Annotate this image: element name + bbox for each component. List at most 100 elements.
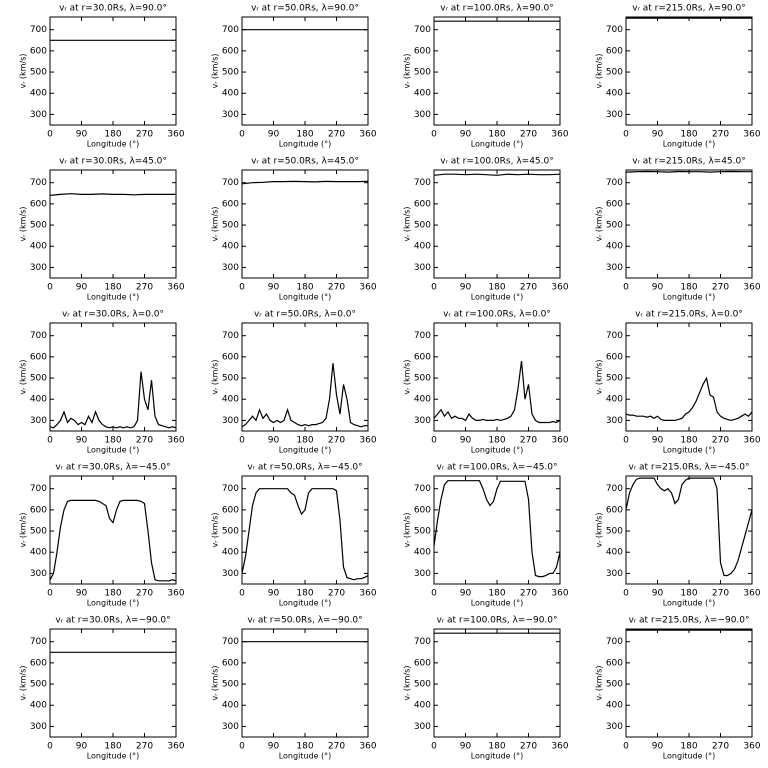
plot-frame	[241, 322, 369, 432]
y-tick-label: 700	[222, 178, 239, 188]
y-tick-label: 500	[606, 680, 623, 690]
plot-frame	[433, 16, 561, 126]
y-tick-label: 600	[30, 46, 47, 56]
x-tick-label: 90	[652, 589, 664, 599]
x-axis-label: Longitude (°)	[87, 446, 140, 455]
y-tick-label: 700	[414, 178, 431, 188]
y-axis-label: vᵣ (km/s)	[403, 666, 412, 701]
y-tick-label: 300	[414, 110, 431, 120]
y-tick-label: 700	[30, 178, 47, 188]
y-tick-label: 600	[30, 658, 47, 668]
x-axis-label: Longitude (°)	[279, 140, 332, 149]
y-tick-label: 600	[222, 505, 239, 515]
panel-title: vᵣ at r=30.0Rs, λ=90.0°	[59, 4, 167, 14]
x-tick-label: 0	[431, 283, 437, 293]
y-tick-label: 500	[606, 527, 623, 537]
x-tick-label: 180	[680, 589, 697, 599]
panel: vᵣ at r=100.0Rs, λ=0.0° 0 90 180 270 360 300 40…	[403, 310, 569, 455]
x-tick-label: 90	[268, 589, 280, 599]
y-tick-label: 300	[222, 722, 239, 732]
panel: vᵣ at r=50.0Rs, λ=−45.0° 0 90 180 270 360 300 4…	[211, 463, 377, 608]
y-axis-label: vᵣ (km/s)	[403, 513, 412, 548]
x-tick-label: 0	[431, 436, 437, 446]
panel: vᵣ at r=100.0Rs, λ=90.0° 0 90 180 270 360 300 4…	[403, 4, 569, 149]
y-tick-label: 500	[606, 68, 623, 78]
y-tick-label: 300	[414, 722, 431, 732]
y-tick-label: 300	[222, 263, 239, 273]
x-axis-label: Longitude (°)	[87, 293, 140, 302]
plot-frame	[625, 628, 753, 738]
panel: vᵣ at r=215.0Rs, λ=−90.0° 0 90 180 270 360 300…	[595, 616, 761, 761]
y-tick-label: 300	[606, 722, 623, 732]
y-tick-label: 600	[222, 199, 239, 209]
y-tick-label: 400	[222, 701, 239, 711]
panel: vᵣ at r=30.0Rs, λ=90.0° 0 90 180 270 360 300 40…	[19, 4, 185, 149]
data-line	[625, 376, 753, 422]
y-tick-label: 700	[222, 25, 239, 35]
x-tick-label: 180	[680, 436, 697, 446]
x-tick-label: 90	[76, 283, 88, 293]
panel-title: vᵣ at r=100.0Rs, λ=0.0°	[443, 310, 551, 320]
x-tick-label: 360	[359, 283, 376, 293]
x-tick-label: 360	[359, 742, 376, 752]
y-tick-label: 700	[414, 331, 431, 341]
y-axis-label: vᵣ (km/s)	[403, 360, 412, 395]
y-tick-label: 700	[414, 25, 431, 35]
x-tick-label: 360	[551, 589, 568, 599]
data-line	[241, 488, 369, 581]
x-tick-label: 360	[167, 742, 184, 752]
x-tick-label: 0	[47, 436, 53, 446]
y-tick-label: 300	[30, 263, 47, 273]
data-line	[625, 170, 752, 173]
panel: vᵣ at r=215.0Rs, λ=90.0° 0 90 180 270 360 300 4…	[595, 4, 761, 149]
y-tick-label: 300	[30, 110, 47, 120]
x-tick-label: 360	[551, 283, 568, 293]
plot-frame	[49, 169, 177, 279]
panel-title: vᵣ at r=30.0Rs, λ=0.0°	[62, 310, 164, 320]
x-tick-label: 270	[136, 283, 153, 293]
x-tick-label: 180	[680, 130, 697, 140]
x-tick-label: 90	[76, 589, 88, 599]
panel: vᵣ at r=30.0Rs, λ=−45.0° 0 90 180 270 360 300 4…	[19, 463, 185, 608]
x-tick-label: 270	[520, 436, 537, 446]
y-tick-label: 400	[222, 548, 239, 558]
y-axis-label: vᵣ (km/s)	[595, 207, 604, 242]
x-tick-label: 180	[104, 589, 121, 599]
y-tick-label: 400	[30, 242, 47, 252]
x-axis-label: Longitude (°)	[471, 140, 524, 149]
plot-frame	[433, 322, 561, 432]
x-tick-label: 0	[47, 283, 53, 293]
y-axis-label: vᵣ (km/s)	[211, 666, 220, 701]
x-axis-label: Longitude (°)	[279, 293, 332, 302]
x-tick-label: 180	[680, 742, 697, 752]
panel: vᵣ at r=215.0Rs, λ=45.0° 0 90 180 270 360 300 4…	[595, 157, 761, 302]
plot-frame	[241, 16, 369, 126]
plot-frame	[49, 322, 177, 432]
y-tick-label: 400	[606, 89, 623, 99]
y-tick-label: 400	[30, 395, 47, 405]
y-tick-label: 600	[222, 46, 239, 56]
x-axis-label: Longitude (°)	[87, 752, 140, 761]
y-tick-label: 700	[606, 637, 623, 647]
x-tick-label: 0	[623, 436, 629, 446]
x-tick-label: 180	[296, 436, 313, 446]
y-tick-label: 700	[222, 637, 239, 647]
x-axis-label: Longitude (°)	[279, 752, 332, 761]
y-tick-label: 700	[30, 637, 47, 647]
x-tick-label: 180	[488, 742, 505, 752]
y-tick-label: 500	[222, 680, 239, 690]
x-tick-label: 90	[460, 742, 472, 752]
x-axis-label: Longitude (°)	[279, 446, 332, 455]
y-tick-label: 300	[414, 569, 431, 579]
x-axis-label: Longitude (°)	[279, 599, 332, 608]
y-axis-label: vᵣ (km/s)	[19, 54, 28, 89]
x-tick-label: 360	[167, 283, 184, 293]
panel: vᵣ at r=50.0Rs, λ=45.0° 0 90 180 270 360 300 40…	[211, 157, 377, 302]
y-tick-label: 700	[414, 484, 431, 494]
x-tick-label: 360	[359, 130, 376, 140]
x-tick-label: 0	[239, 130, 245, 140]
x-tick-label: 90	[76, 130, 88, 140]
panel-title: vᵣ at r=215.0Rs, λ=−90.0°	[628, 616, 749, 626]
x-tick-label: 360	[167, 130, 184, 140]
